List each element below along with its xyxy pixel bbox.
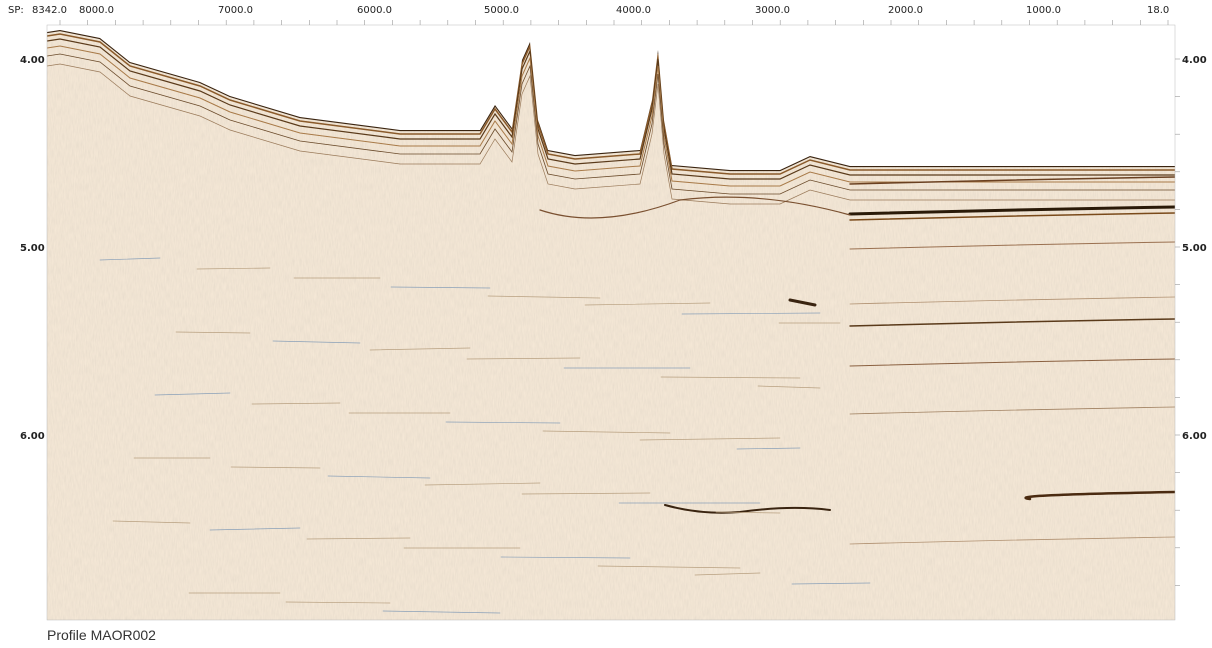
time-label: 4.00	[1182, 55, 1207, 66]
time-label: 5.00	[20, 243, 45, 254]
sp-label: 3000.0	[755, 5, 790, 16]
page: SP: Profile MAOR002 8342.0 8000.0 7000.0 60…	[0, 0, 1212, 648]
time-label: 5.00	[1182, 243, 1207, 254]
sp-label: 7000.0	[218, 5, 253, 16]
profile-caption: Profile MAOR002	[47, 627, 156, 643]
time-label: 6.00	[20, 431, 45, 442]
sp-label: 8342.0	[32, 5, 67, 16]
seismic-profile: SP: Profile MAOR002 8342.0 8000.0 7000.0 60…	[0, 0, 1212, 648]
sp-label: 18.0	[1147, 5, 1169, 16]
sp-label: 1000.0	[1026, 5, 1061, 16]
sp-label: 8000.0	[79, 5, 114, 16]
seismic-image	[47, 20, 1175, 620]
sp-prefix: SP:	[8, 5, 24, 16]
time-label: 4.00	[20, 55, 45, 66]
sp-label: 5000.0	[484, 5, 519, 16]
sp-label: 2000.0	[888, 5, 923, 16]
sp-label: 6000.0	[357, 5, 392, 16]
time-label: 6.00	[1182, 431, 1207, 442]
sp-label: 4000.0	[616, 5, 651, 16]
